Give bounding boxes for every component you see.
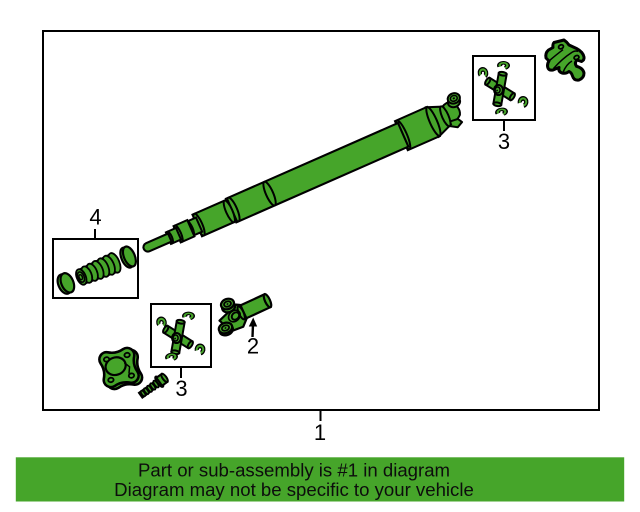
svg-text:3: 3 bbox=[175, 376, 187, 401]
svg-text:Part or sub-assembly is #1 in: Part or sub-assembly is #1 in diagram bbox=[138, 459, 450, 480]
svg-text:2: 2 bbox=[247, 334, 259, 359]
svg-text:3: 3 bbox=[498, 129, 510, 154]
svg-text:4: 4 bbox=[89, 205, 101, 230]
svg-text:1: 1 bbox=[314, 420, 326, 445]
svg-text:Diagram may not be specific to: Diagram may not be specific to your vehi… bbox=[114, 479, 474, 500]
